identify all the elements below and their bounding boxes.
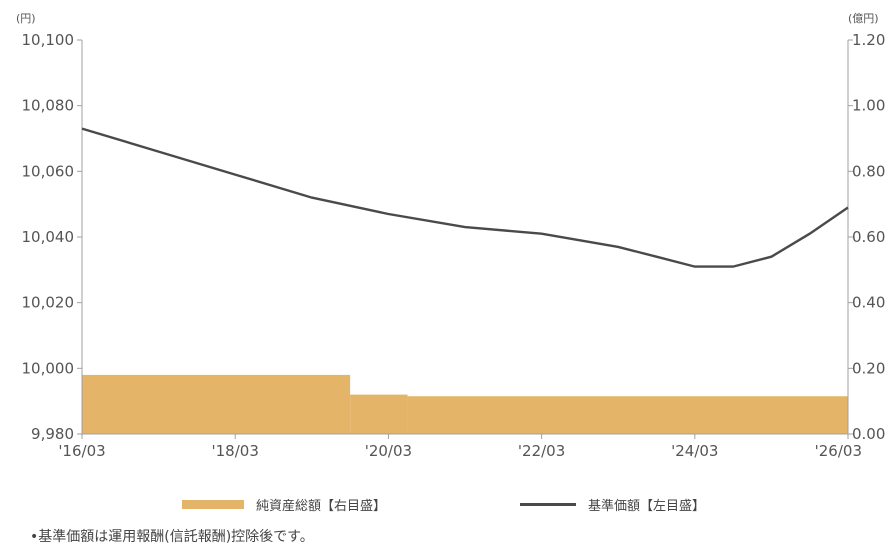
assets-bar bbox=[82, 374, 351, 434]
legend-bar-swatch bbox=[182, 500, 244, 509]
legend-bar-label: 純資産総額【右目盛】 bbox=[256, 499, 387, 514]
footnote: •基準価額は運用報酬(信託報酬)控除後です。 bbox=[30, 529, 314, 545]
x-tick-label: '18/03 bbox=[212, 442, 259, 460]
x-tick-label: '16/03 bbox=[58, 442, 105, 460]
right-tick-label: 0.00 bbox=[852, 425, 885, 443]
left-tick-label: 9,980 bbox=[31, 425, 74, 443]
axes bbox=[77, 39, 853, 439]
x-tick-label: '22/03 bbox=[518, 442, 565, 460]
right-axis-unit: (億円) bbox=[848, 12, 879, 25]
left-tick-label: 10,020 bbox=[22, 294, 75, 312]
left-tick-label: 10,040 bbox=[22, 228, 75, 246]
assets-bars bbox=[82, 374, 848, 434]
left-tick-label: 10,080 bbox=[22, 97, 75, 115]
assets-bar bbox=[350, 394, 408, 434]
left-tick-label: 10,060 bbox=[22, 162, 75, 180]
x-tick-label: '20/03 bbox=[365, 442, 412, 460]
x-tick-label: '26/03 bbox=[815, 442, 862, 460]
legend-bar-item: 純資産総額【右目盛】 bbox=[182, 495, 386, 514]
right-tick-label: 0.40 bbox=[852, 294, 885, 312]
legend-line-item: 基準価額【左目盛】 bbox=[520, 495, 705, 514]
right-tick-label: 0.80 bbox=[852, 162, 885, 180]
right-tick-label: 0.60 bbox=[852, 228, 885, 246]
legend-line-swatch bbox=[520, 503, 576, 506]
nav-line bbox=[81, 127, 849, 268]
chart: (円) (億円) 10,10010,08010,06010,04010,0201… bbox=[16, 12, 886, 460]
right-tick-label: 0.20 bbox=[852, 359, 885, 377]
left-axis-unit: (円) bbox=[16, 12, 36, 25]
legend-line-label: 基準価額【左目盛】 bbox=[588, 499, 706, 514]
tick-labels: 10,100 10,080 10,060 10,040 10,020 10,000 9,98… bbox=[22, 31, 886, 460]
right-tick-label: 1.00 bbox=[852, 97, 885, 115]
x-tick-label: '24/03 bbox=[671, 442, 718, 460]
right-tick-label: 1.20 bbox=[852, 31, 885, 49]
assets-bar bbox=[407, 396, 848, 434]
left-tick-label: 10,000 bbox=[22, 359, 75, 377]
left-tick-label: 10,100 bbox=[22, 31, 75, 49]
